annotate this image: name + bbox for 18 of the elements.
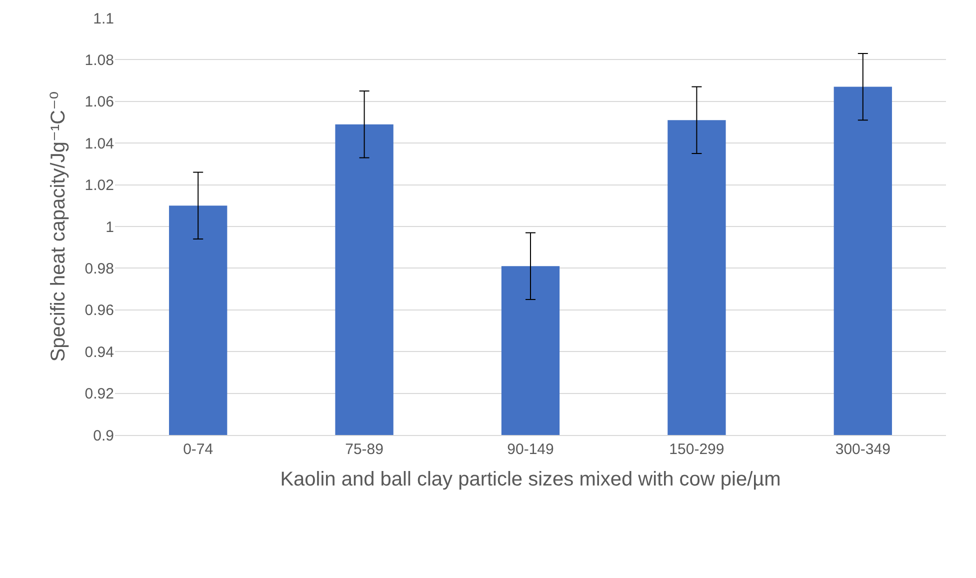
y-tick-label: 1: [106, 218, 114, 236]
x-tick-label: 300-349: [835, 441, 890, 458]
y-tick-label: 1.04: [84, 135, 114, 152]
x-tick-label: 0-74: [183, 441, 214, 458]
y-tick-label: 0.92: [84, 386, 114, 403]
x-tick-label: 90-149: [507, 441, 554, 458]
x-axis-title: Kaolin and ball clay particle sizes mixed with cow pie/µm: [280, 468, 781, 490]
y-tick-label: 0.9: [93, 427, 114, 444]
y-tick-label: 1.02: [84, 177, 114, 194]
y-axis-title: Specific heat capacity/Jg⁻¹C⁻⁰: [47, 91, 70, 362]
y-tick-label: 0.98: [84, 260, 114, 278]
y-tick-label: 0.94: [84, 344, 114, 361]
y-tick-label: 1.06: [84, 94, 114, 111]
y-tick-label: 0.96: [84, 302, 114, 320]
y-tick-label: 1.08: [84, 52, 114, 69]
x-tick-label: 75-89: [345, 441, 384, 458]
x-tick-label: 150-299: [669, 441, 724, 458]
y-tick-label: 1.1: [93, 10, 114, 28]
